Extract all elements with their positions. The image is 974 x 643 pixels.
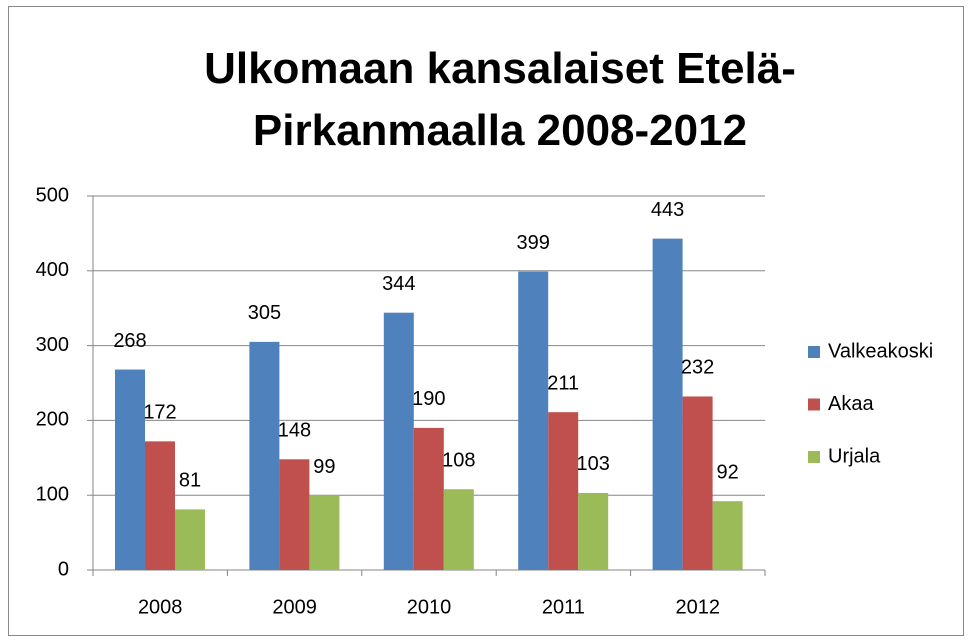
value-label: 99	[313, 456, 335, 478]
value-label: 190	[412, 388, 445, 410]
value-label: 92	[716, 461, 738, 483]
value-label: 232	[681, 357, 714, 379]
value-label: 268	[113, 330, 146, 352]
y-tick-label: 300	[36, 334, 69, 356]
legend-swatch	[808, 346, 820, 358]
value-label: 443	[651, 199, 684, 221]
x-tick-label: 2008	[138, 596, 183, 618]
bar	[249, 341, 280, 570]
value-label: 148	[278, 420, 311, 442]
value-label: 172	[143, 402, 176, 424]
bar	[309, 495, 340, 570]
legend-label: Urjala	[828, 445, 881, 467]
bar	[652, 238, 683, 571]
x-tick-label: 2012	[676, 596, 721, 618]
y-tick-label: 100	[36, 483, 69, 505]
legend-label: Valkeakoski	[828, 340, 933, 362]
bar	[413, 427, 444, 570]
value-label: 103	[577, 453, 610, 475]
value-label: 305	[248, 302, 281, 324]
bar	[518, 271, 549, 570]
x-tick-label: 2011	[542, 596, 585, 618]
x-tick-label: 2010	[407, 596, 452, 618]
legend-swatch	[808, 398, 820, 411]
bar	[578, 492, 609, 570]
value-label: 81	[179, 470, 201, 492]
bar	[115, 369, 145, 570]
value-label: 108	[442, 449, 475, 471]
legend-label: Akaa	[828, 393, 874, 415]
bar	[279, 459, 310, 570]
y-tick-label: 200	[36, 409, 69, 431]
bar	[145, 441, 175, 570]
y-tick-label: 400	[36, 259, 69, 281]
value-label: 399	[517, 232, 550, 254]
x-tick-label: 2009	[272, 596, 317, 618]
bar	[548, 412, 579, 570]
bar	[443, 489, 474, 570]
bar	[383, 312, 414, 570]
legend-swatch	[808, 451, 820, 463]
bar	[712, 501, 743, 570]
y-tick-label: 500	[36, 184, 69, 206]
value-label: 344	[382, 273, 415, 295]
bar	[175, 509, 205, 570]
chart-title: Ulkomaan kansalaiset Etelä-Pirkanmaalla …	[204, 44, 796, 155]
value-label: 211	[547, 372, 579, 394]
y-tick-label: 0	[58, 558, 69, 580]
bar	[682, 396, 713, 570]
chart-frame	[8, 6, 964, 636]
